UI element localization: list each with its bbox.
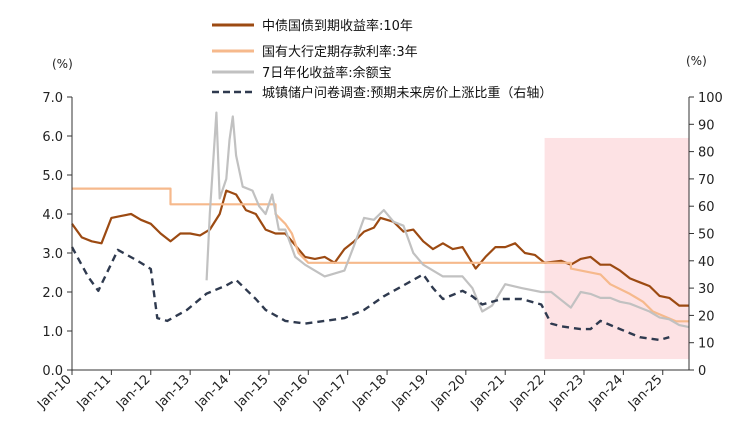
x-tick-label: Jan-18 <box>349 372 390 413</box>
x-tick-label: Jan-20 <box>428 372 469 413</box>
left-tick-label: 2.0 <box>42 286 63 301</box>
left-tick-label: 5.0 <box>42 169 63 184</box>
x-tick-label: Jan-15 <box>231 372 272 413</box>
right-tick-label: 30 <box>698 282 715 297</box>
legend-label-2: 国有大行定期存款利率:3年 <box>262 44 418 60</box>
left-tick-label: 1.0 <box>42 325 63 340</box>
x-tick-label: Jan-19 <box>389 372 430 413</box>
x-tick-label: Jan-16 <box>271 372 312 413</box>
right-tick-label: 60 <box>698 200 715 215</box>
right-tick-label: 50 <box>698 228 715 243</box>
x-tick-label: Jan-21 <box>468 372 509 413</box>
left-tick-label: 0.0 <box>42 364 63 379</box>
left-tick-label: 4.0 <box>42 208 63 223</box>
left-tick-label: 7.0 <box>42 91 63 106</box>
legend-label-3: 7日年化收益率:余额宝 <box>262 65 392 81</box>
right-tick-label: 100 <box>698 91 723 106</box>
left-tick-label: 6.0 <box>42 130 63 145</box>
x-tick-label: Jan-23 <box>546 372 587 413</box>
series-line-3 <box>205 111 690 329</box>
right-tick-label: 70 <box>698 173 715 188</box>
series-line-1 <box>71 189 689 307</box>
x-tick-label: Jan-11 <box>74 372 115 413</box>
right-tick-label: 0 <box>698 364 706 379</box>
x-tick-label: Jan-13 <box>152 372 193 413</box>
series-layer <box>70 111 690 342</box>
right-tick-label: 10 <box>698 337 715 352</box>
x-tick-label: Jan-12 <box>113 372 154 413</box>
x-tick-label: Jan-24 <box>586 372 627 413</box>
right-tick-label: 90 <box>698 118 715 133</box>
right-tick-label: 80 <box>698 146 715 161</box>
highlight-region <box>544 137 689 360</box>
right-tick-label: 20 <box>698 309 715 324</box>
x-tick-label: Jan-17 <box>310 372 351 413</box>
x-tick-label: Jan-22 <box>507 372 548 413</box>
right-axis-unit: (%) <box>686 54 707 68</box>
x-tick-label: Jan-14 <box>192 372 233 413</box>
right-tick-label: 40 <box>698 255 715 270</box>
series-line-4 <box>70 246 670 342</box>
legend-label-4: 城镇储户问卷调查:预期未来房价上涨比重（右轴） <box>262 85 552 101</box>
x-tick-label: Jan-25 <box>625 372 666 413</box>
left-tick-label: 3.0 <box>42 247 63 262</box>
left-axis-unit: (%) <box>52 57 73 71</box>
legend-label-1: 中债国债到期收益率:10年 <box>262 18 413 34</box>
